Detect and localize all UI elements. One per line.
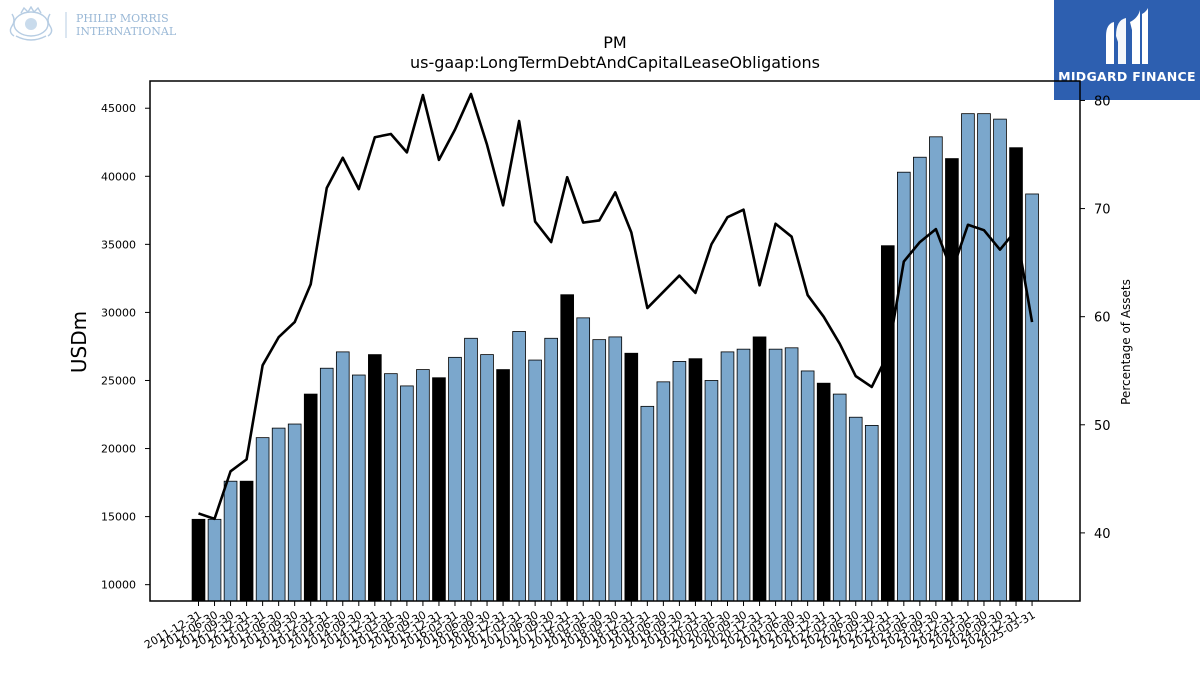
bar-2017-03-31 (512, 331, 526, 602)
bar-2023-03-31 (897, 171, 911, 602)
bar-2015-12-31 (432, 377, 446, 602)
y-tick-label: 25000 (101, 374, 136, 387)
y-tick-label: 35000 (101, 238, 136, 251)
bar-2019-12-31 (688, 358, 703, 602)
bar-2018-03-31 (576, 317, 591, 602)
chart-subtitle: us-gaap:LongTermDebtAndCapitalLeaseOblig… (410, 53, 820, 72)
bar-2017-09-30 (544, 337, 558, 602)
y2-axis: 40 50 60 70 80 (1080, 94, 1111, 542)
bar-2014-09-30 (351, 374, 366, 602)
bar-2021-03-31 (768, 348, 783, 602)
y2-tick-label: 70 (1094, 203, 1111, 218)
chart-title: PM (603, 33, 626, 52)
bar-2020-09-30 (736, 348, 751, 602)
bar-group (191, 113, 1039, 602)
bar-2023-09-30 (929, 136, 943, 602)
bar-2024-03-31 (961, 113, 975, 602)
y2-tick-label: 40 (1094, 527, 1111, 542)
line-layer (198, 92, 1034, 521)
bar-2016-03-31 (448, 356, 462, 602)
y-tick-label: 10000 (101, 579, 136, 592)
bar-2018-06-30 (592, 339, 607, 602)
bar-2021-12-31 (816, 382, 831, 602)
bar-2019-03-31 (640, 405, 655, 602)
midgard-m-icon (1106, 8, 1148, 64)
bar-2014-03-31 (319, 367, 334, 602)
bar-2011-12-31 (191, 518, 206, 602)
bar-2013-03-31 (255, 437, 270, 602)
y-tick-label: 15000 (101, 511, 136, 524)
y-axis: 10000 15000 20000 25000 30000 35000 40000 45000 (101, 102, 150, 592)
bar-2013-12-31 (303, 393, 318, 602)
bar-2024-06-30 (977, 113, 991, 602)
bar-2022-09-30 (864, 424, 879, 602)
company-name-line1: PHILIP MORRIS (76, 12, 169, 25)
bar-2013-06-30 (271, 427, 286, 602)
bar-2022-12-31 (880, 245, 895, 602)
bar-2020-03-31 (704, 380, 719, 602)
bar-2022-06-30 (848, 416, 863, 602)
bar-2012-12-31 (239, 480, 254, 602)
y-tick-label: 45000 (101, 102, 136, 115)
bar-2014-06-30 (335, 351, 350, 602)
bar-2023-12-31 (945, 158, 959, 602)
y2-tick-label: 50 (1094, 419, 1111, 434)
bar-2022-03-31 (832, 393, 847, 602)
bar-2024-09-30 (993, 118, 1007, 602)
bar-2025-03-31 (1025, 193, 1039, 602)
bar-2017-06-30 (528, 359, 542, 602)
midgard-finance-label: MIDGARD FINANCE (1058, 69, 1196, 84)
midgard-finance-logo: MIDGARD FINANCE (1054, 0, 1200, 100)
x-axis: 2011-12-312012-06-302012-09-302012-12-31… (142, 601, 1038, 652)
bar-2024-12-31 (1009, 147, 1023, 602)
bar-2015-09-30 (416, 369, 430, 602)
bar-2012-06-30 (207, 518, 222, 602)
bar-2014-12-31 (368, 354, 382, 602)
bar-2016-06-30 (464, 337, 478, 602)
bar-2019-09-30 (672, 361, 687, 602)
bar-2021-09-30 (800, 370, 815, 602)
y-axis-label: USDm (67, 311, 91, 373)
bar-2016-09-30 (480, 354, 494, 602)
y2-tick-label: 60 (1094, 311, 1111, 326)
philip-morris-logo: PHILIP MORRIS INTERNATIONAL (6, 5, 181, 46)
percentage-of-assets-line (198, 92, 1034, 521)
bar-2012-09-30 (223, 480, 238, 602)
y-tick-label: 40000 (101, 170, 136, 183)
crest-icon: PHILIP MORRIS INTERNATIONAL (9, 5, 177, 41)
bar-2023-06-30 (913, 156, 927, 602)
bar-2015-06-30 (400, 385, 414, 602)
bar-2019-06-30 (656, 381, 671, 602)
bar-2013-09-30 (287, 423, 302, 602)
company-name-line2: INTERNATIONAL (76, 25, 177, 38)
y2-tick-label: 80 (1094, 94, 1111, 109)
y-tick-label: 20000 (101, 443, 136, 456)
bar-2018-09-30 (608, 336, 623, 602)
bar-2016-12-31 (496, 369, 510, 602)
bar-2015-03-31 (384, 373, 398, 602)
bar-2017-12-31 (560, 294, 574, 602)
y-tick-label: 30000 (101, 306, 136, 319)
bar-2018-12-31 (624, 352, 639, 602)
y2-axis-label: Percentage of Assets (1119, 279, 1133, 405)
bar-2020-06-30 (720, 351, 735, 602)
bar-2020-12-31 (752, 336, 767, 602)
bar-2021-06-30 (784, 347, 799, 602)
